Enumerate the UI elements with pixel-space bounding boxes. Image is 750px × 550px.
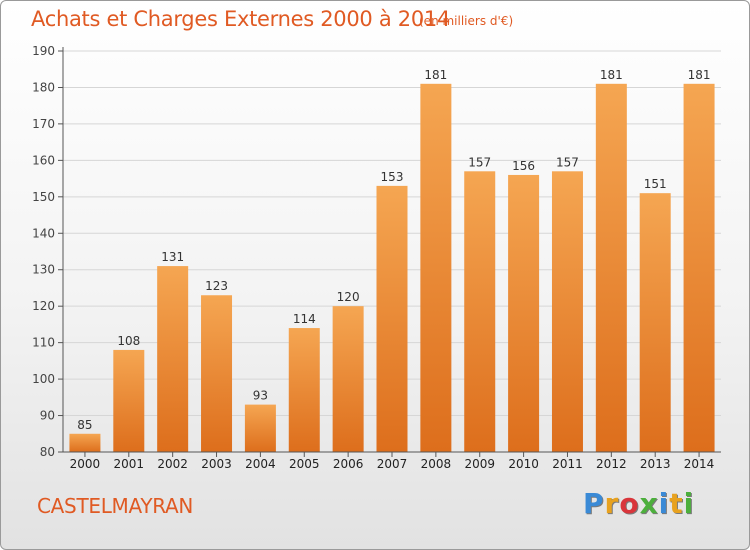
data-label-2011: 157 xyxy=(556,155,579,169)
y-tick-label: 120 xyxy=(32,299,55,313)
x-tick-label-2008: 2008 xyxy=(421,457,452,471)
x-tick-label-2000: 2000 xyxy=(70,457,101,471)
data-label-2005: 114 xyxy=(293,312,316,326)
bar-2001 xyxy=(113,349,145,452)
data-label-2002: 131 xyxy=(161,250,184,264)
data-label-2001: 108 xyxy=(117,334,140,348)
y-tick-label: 150 xyxy=(32,190,55,204)
data-label-2000: 85 xyxy=(77,418,92,432)
bars xyxy=(69,83,715,453)
data-label-2004: 93 xyxy=(253,389,268,403)
y-tick-label: 170 xyxy=(32,117,55,131)
y-tick-label: 90 xyxy=(40,409,55,423)
bar-2010 xyxy=(508,174,540,453)
bar-2004 xyxy=(244,404,276,452)
y-tick-label: 190 xyxy=(32,44,55,58)
axes: 80 90 100 110 120 130 140 150 160 170 180 190 2000 20… xyxy=(32,44,721,471)
x-tick-label-2013: 2013 xyxy=(640,457,671,471)
data-label-2013: 151 xyxy=(644,177,667,191)
bar-2013 xyxy=(639,193,671,452)
proxiti-logo: Proxiti xyxy=(583,487,694,520)
x-tick-label-2010: 2010 xyxy=(508,457,539,471)
x-tick-label-2001: 2001 xyxy=(114,457,145,471)
y-tick-label: 160 xyxy=(32,153,55,167)
logo-letter: t xyxy=(669,487,684,520)
x-tick-label-2003: 2003 xyxy=(201,457,232,471)
bar-2002 xyxy=(157,266,189,452)
data-label-2008: 181 xyxy=(424,68,447,82)
x-tick-label-2005: 2005 xyxy=(289,457,320,471)
y-tick-label: 130 xyxy=(32,263,55,277)
bar-2014 xyxy=(683,83,715,453)
data-label-2012: 181 xyxy=(600,68,623,82)
y-tick-label: 80 xyxy=(40,445,55,459)
bar-2005 xyxy=(288,328,320,452)
x-tick-label-2009: 2009 xyxy=(464,457,495,471)
bar-2009 xyxy=(464,171,496,453)
x-tick-label-2004: 2004 xyxy=(245,457,276,471)
logo-letter: P xyxy=(583,487,605,520)
chart-title: Achats et Charges Externes 2000 à 2014 xyxy=(31,7,451,31)
data-label-2003: 123 xyxy=(205,279,228,293)
bar-2006 xyxy=(332,306,364,452)
x-tick-label-2007: 2007 xyxy=(377,457,408,471)
bar-2003 xyxy=(201,295,233,452)
y-tick-label: 180 xyxy=(32,80,55,94)
commune-name: CASTELMAYRAN xyxy=(37,494,194,518)
bar-2008 xyxy=(420,83,452,453)
data-label-2006: 120 xyxy=(337,290,360,304)
x-tick-label-2011: 2011 xyxy=(552,457,583,471)
data-label-2014: 181 xyxy=(688,68,711,82)
x-tick-label-2014: 2014 xyxy=(684,457,715,471)
data-label-2009: 157 xyxy=(468,155,491,169)
bar-2011 xyxy=(551,171,583,453)
y-tick-label: 100 xyxy=(32,372,55,386)
x-tick-label-2002: 2002 xyxy=(157,457,188,471)
logo-letter: i xyxy=(658,487,670,520)
data-labels: 85 108 131 123 93 114 120 153 181 157 156 157 181 151… xyxy=(77,68,710,432)
logo-letter: r xyxy=(604,487,620,520)
data-label-2007: 153 xyxy=(381,170,404,184)
logo-letter: o xyxy=(619,487,640,520)
logo-letter: x xyxy=(639,487,659,520)
logo-letter: i xyxy=(683,487,695,520)
bar-2007 xyxy=(376,185,408,452)
x-tick-label-2006: 2006 xyxy=(333,457,364,471)
chart-subtitle: (en milliers d'€) xyxy=(419,14,514,28)
x-tick-label-2012: 2012 xyxy=(596,457,627,471)
y-tick-label: 110 xyxy=(32,336,55,350)
bar-2000 xyxy=(69,433,101,452)
y-tick-label: 140 xyxy=(32,226,55,240)
bar-2012 xyxy=(595,83,627,453)
data-label-2010: 156 xyxy=(512,159,535,173)
